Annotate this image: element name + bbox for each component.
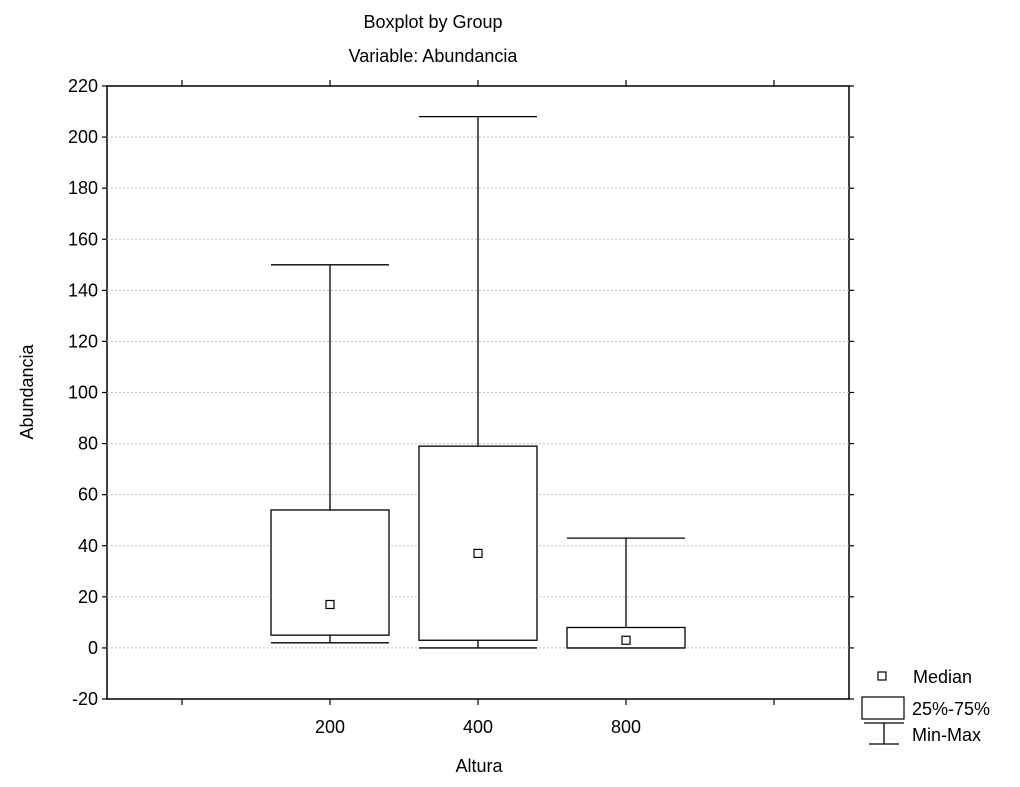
y-tick-label-8: 140 xyxy=(68,280,98,300)
legend: Median 25%-75% Min-Max xyxy=(861,667,990,745)
legend-median-icon xyxy=(877,671,887,681)
box-iqr-400 xyxy=(418,445,538,641)
y-tick-label-5: 80 xyxy=(78,434,98,454)
box-group-400 xyxy=(418,116,538,649)
chart-title: Boxplot by Group xyxy=(363,12,502,32)
y-axis-ticks: -20 0 20 40 60 80 100 120 140 160 180 200 220 xyxy=(68,76,854,709)
box-iqr-200 xyxy=(270,509,390,636)
median-marker-200 xyxy=(325,599,335,610)
legend-median-label: Median xyxy=(913,667,972,687)
legend-box-icon xyxy=(861,696,905,720)
x-axis-ticks: 200 400 800 xyxy=(181,80,775,737)
median-marker-400 xyxy=(473,548,483,559)
y-tick-label-1: 0 xyxy=(88,638,98,658)
x-tick-label-0: 200 xyxy=(315,717,345,737)
y-tick-label-7: 120 xyxy=(68,331,98,351)
box-group-800 xyxy=(566,537,686,649)
y-tick-label-4: 60 xyxy=(78,485,98,505)
y-tick-label-2: 20 xyxy=(78,587,98,607)
x-tick-label-1: 400 xyxy=(463,717,493,737)
x-tick-label-2: 800 xyxy=(611,717,641,737)
legend-whisker-icon xyxy=(864,722,904,745)
median-marker-800 xyxy=(621,635,631,645)
y-tick-label-0: -20 xyxy=(72,689,98,709)
box-series xyxy=(270,116,686,649)
y-tick-label-11: 200 xyxy=(68,127,98,147)
legend-box-label: 25%-75% xyxy=(912,699,990,719)
y-axis-label: Abundancia xyxy=(17,343,37,439)
legend-whisker-label: Min-Max xyxy=(912,725,981,745)
y-tick-label-3: 40 xyxy=(78,536,98,556)
y-tick-label-10: 180 xyxy=(68,178,98,198)
y-tick-label-6: 100 xyxy=(68,383,98,403)
x-axis-label: Altura xyxy=(455,756,503,776)
chart-subtitle: Variable: Abundancia xyxy=(349,46,519,66)
y-tick-label-9: 160 xyxy=(68,229,98,249)
y-tick-label-12: 220 xyxy=(68,76,98,96)
box-group-200 xyxy=(270,264,390,644)
